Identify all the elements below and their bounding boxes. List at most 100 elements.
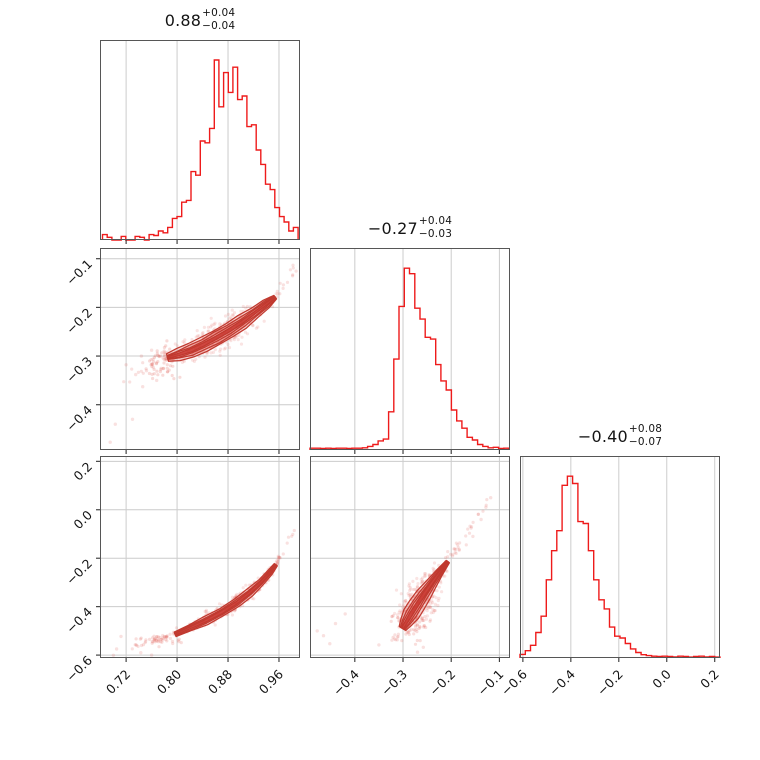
sample-point	[407, 593, 411, 598]
sample-point	[165, 339, 169, 343]
sample-point	[223, 314, 228, 318]
sample-point	[156, 360, 160, 364]
sample-point	[130, 647, 134, 651]
sample-point	[428, 618, 433, 622]
sample-point	[179, 641, 183, 645]
sample-point	[220, 603, 224, 607]
sample-point	[418, 624, 422, 628]
sample-point	[419, 577, 423, 581]
sample-point	[158, 354, 163, 358]
sample-point	[485, 498, 489, 502]
sample-point	[245, 304, 249, 309]
sample-point	[321, 634, 326, 638]
sample-point	[119, 634, 123, 639]
sample-point	[168, 347, 172, 351]
sample-point	[141, 361, 145, 365]
sample-point	[150, 636, 155, 640]
sample-point	[432, 561, 437, 565]
sample-point	[276, 560, 280, 564]
sample-point	[232, 311, 237, 315]
sample-point	[183, 338, 187, 342]
sample-point	[155, 369, 159, 373]
sample-point	[396, 632, 400, 636]
sample-point	[240, 335, 244, 339]
sample-point	[415, 630, 419, 634]
sample-point	[432, 609, 436, 613]
sample-point	[404, 598, 408, 603]
sample-point	[471, 534, 475, 539]
sample-point	[229, 315, 233, 319]
sample-point	[162, 635, 166, 639]
sample-point	[423, 615, 427, 619]
sample-point	[418, 625, 422, 629]
sample-point	[276, 561, 280, 565]
sample-point	[410, 592, 414, 596]
sample-point	[398, 609, 402, 613]
sample-point	[437, 596, 441, 600]
sample-point	[144, 369, 149, 373]
sample-point	[405, 630, 409, 634]
sample-point	[205, 352, 209, 356]
sample-point	[161, 356, 165, 360]
axes-spines	[100, 456, 300, 658]
title-param-1-errors: +0.04 −0.04	[202, 7, 235, 32]
sample-point	[418, 620, 422, 624]
sample-point	[435, 589, 439, 593]
sample-point	[156, 635, 161, 639]
sample-point	[178, 375, 182, 379]
sample-point	[151, 357, 155, 361]
sample-point	[162, 351, 166, 355]
sample-point	[172, 377, 176, 381]
sample-point	[229, 339, 233, 343]
sample-point	[481, 509, 485, 513]
sample-point	[274, 561, 278, 565]
sample-point	[168, 632, 172, 636]
panel-p2-p3-joint: −0.4 −0.3 −0.2 −0.1	[310, 456, 510, 699]
sample-point	[436, 598, 440, 603]
sample-point	[155, 635, 159, 639]
sample-point	[457, 547, 461, 551]
sample-point	[149, 653, 154, 657]
sample-point	[406, 630, 410, 634]
sample-point	[230, 308, 234, 312]
title-param-1-plus: +0.04	[202, 7, 236, 20]
sample-point	[154, 361, 159, 365]
sample-point	[454, 551, 458, 556]
sample-point	[159, 366, 163, 370]
sample-point	[276, 555, 280, 560]
sample-point	[275, 559, 279, 563]
sample-point	[428, 619, 432, 623]
sample-point	[164, 344, 168, 348]
sample-point	[431, 608, 435, 612]
sample-point	[291, 532, 295, 536]
sample-point	[161, 633, 165, 638]
sample-point	[417, 626, 421, 631]
sample-point	[290, 534, 294, 538]
sample-point	[456, 543, 460, 547]
sample-point	[281, 286, 285, 290]
title-param-3-value: −0.40	[577, 426, 628, 446]
sample-point	[155, 351, 159, 355]
axes-spines	[310, 456, 510, 658]
x-tick-label: 0.2	[697, 667, 722, 692]
sample-point	[165, 363, 169, 367]
sample-point	[130, 367, 134, 371]
sample-point	[402, 603, 406, 607]
sample-point	[235, 592, 239, 596]
sample-point	[204, 610, 208, 614]
sample-point	[168, 364, 173, 368]
sample-point	[489, 496, 493, 500]
sample-point	[333, 621, 338, 626]
sample-point	[278, 281, 282, 285]
sample-point	[415, 627, 419, 631]
sample-point	[406, 592, 410, 596]
sample-point	[431, 601, 435, 605]
sample-point	[113, 422, 117, 426]
panel-p1-p2-joint: −0.4 −0.3 −0.2 −0.1	[63, 248, 300, 454]
sample-point	[408, 585, 412, 589]
sample-point	[155, 635, 159, 639]
sample-point	[402, 599, 406, 604]
y-tick-label: −0.3	[63, 354, 95, 386]
sample-point	[164, 358, 168, 362]
sample-point	[134, 643, 138, 647]
